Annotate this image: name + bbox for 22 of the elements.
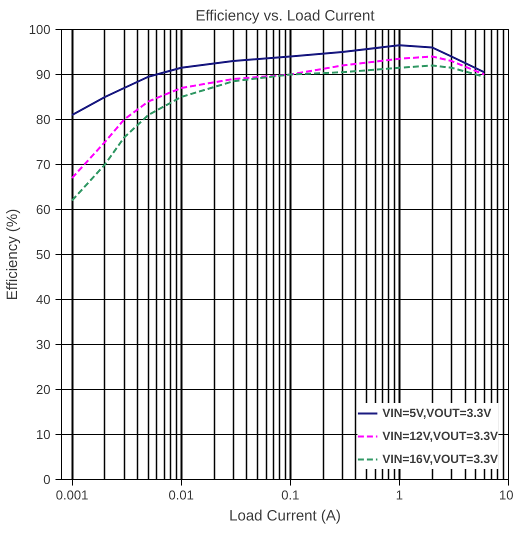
y-tick-label: 100: [28, 22, 51, 37]
y-tick-label: 50: [36, 247, 51, 262]
y-tick-label: 60: [36, 202, 51, 217]
y-tick-label: 80: [36, 112, 51, 127]
y-tick-label: 90: [36, 67, 51, 82]
x-tick-label: 0.001: [56, 488, 88, 502]
y-tick-label: 20: [36, 382, 51, 397]
chart-title: Efficiency vs. Load Current: [196, 8, 376, 24]
x-axis-title: Load Current (A): [229, 508, 341, 524]
y-tick-label: 30: [36, 337, 51, 352]
y-tick-label: 40: [36, 292, 51, 307]
y-tick-label: 10: [36, 427, 51, 442]
x-tick-label: 10: [499, 488, 514, 502]
legend-label: VIN=5V,VOUT=3.3V: [382, 406, 492, 420]
x-tick-label: 0.1: [281, 488, 300, 502]
y-tick-label: 0: [43, 472, 51, 487]
x-tick-label: 1: [396, 488, 404, 502]
y-tick-label: 70: [36, 157, 51, 172]
legend-label: VIN=16V,VOUT=3.3V: [382, 452, 498, 466]
legend-label: VIN=12V,VOUT=3.3V: [382, 429, 498, 443]
y-axis-title: Efficiency (%): [4, 208, 21, 300]
x-tick-label: 0.01: [168, 488, 194, 502]
